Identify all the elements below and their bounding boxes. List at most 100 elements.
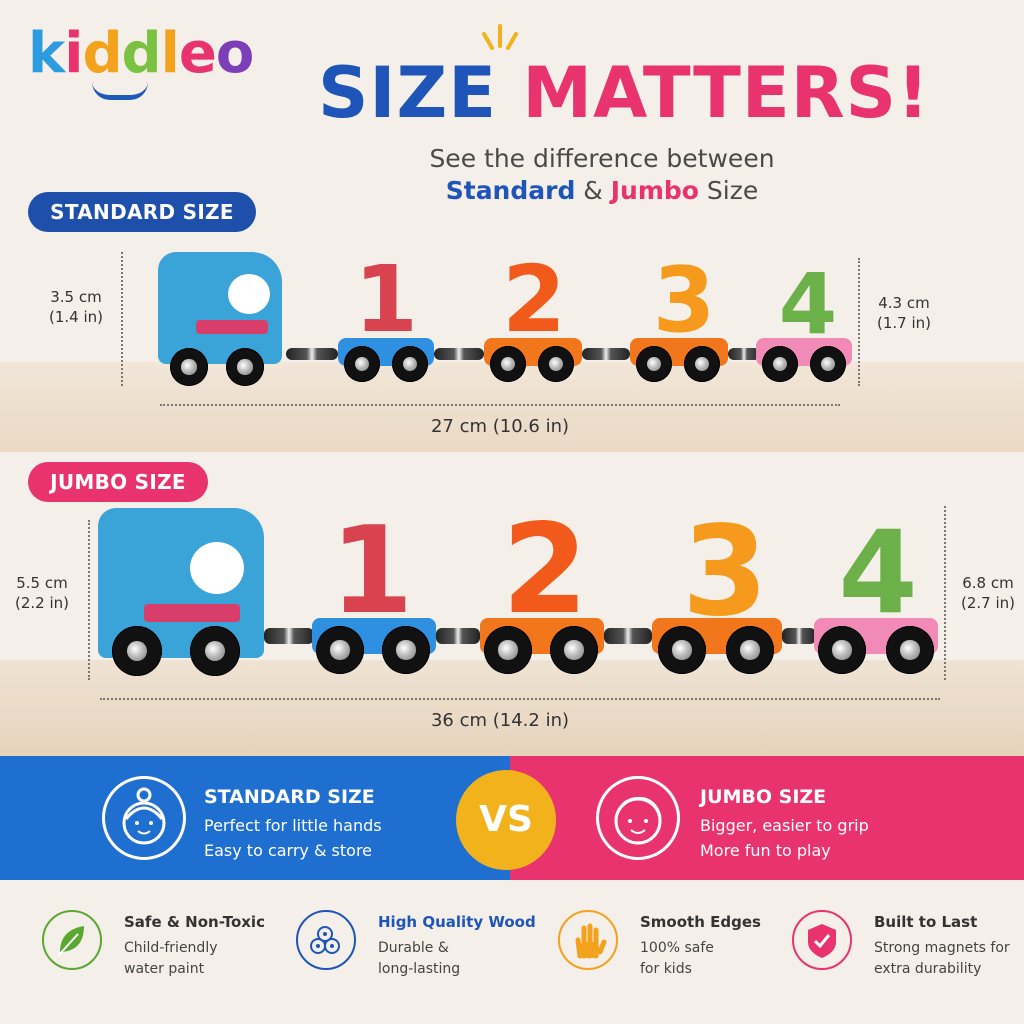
wood-logs-icon: [296, 910, 356, 970]
jumbo-right-height-in: (2.7 in): [960, 593, 1015, 612]
standard-panel-line1: Perfect for little hands: [204, 816, 382, 835]
standard-left-height: 3.5 cm (1.4 in): [44, 288, 108, 327]
wheel-icon: [636, 346, 672, 382]
logo-letter: i: [64, 21, 83, 86]
jumbo-length-line: [100, 698, 940, 700]
child-face-icon: [102, 776, 186, 860]
standard-panel-title: STANDARD SIZE: [204, 786, 375, 808]
standard-left-dim-line: [121, 252, 123, 386]
wheel-icon: [886, 626, 934, 674]
shield-check-icon: [792, 910, 852, 970]
magnet-connector: [286, 348, 338, 360]
standard-size-badge: STANDARD SIZE: [28, 192, 256, 232]
wheel-icon: [818, 626, 866, 674]
digit-4: 4: [778, 255, 838, 353]
feature-line: extra durability: [874, 961, 982, 977]
magnet-connector: [782, 628, 816, 644]
hand-icon: [558, 910, 618, 970]
jumbo-left-dim-line: [88, 520, 90, 680]
wheel-icon: [684, 346, 720, 382]
jumbo-right-height: 6.8 cm (2.7 in): [956, 574, 1020, 613]
standard-right-height-cm: 4.3 cm: [878, 294, 930, 312]
standard-comparison-panel: [0, 756, 510, 880]
jumbo-panel-line1: Bigger, easier to grip: [700, 816, 869, 835]
jumbo-size-badge: JUMBO SIZE: [28, 462, 208, 502]
page-title: SIZE MATTERS!: [318, 58, 930, 128]
floor-lower: [0, 660, 1024, 756]
wheel-icon: [392, 346, 428, 382]
digit-1: 1: [330, 502, 414, 641]
wheel-icon: [382, 626, 430, 674]
feature-line: Durable &: [378, 940, 449, 956]
wheel-icon: [658, 626, 706, 674]
logo-smile-icon: [92, 82, 148, 100]
subtitle-standard: Standard: [445, 176, 576, 205]
logo-letter: l: [160, 21, 180, 86]
jumbo-left-height: 5.5 cm (2.2 in): [10, 574, 74, 613]
jumbo-panel-line2: More fun to play: [700, 841, 831, 860]
standard-panel-line2: Easy to carry & store: [204, 841, 373, 860]
standard-right-dim-line: [858, 258, 860, 386]
wheel-icon: [490, 346, 526, 382]
sparkle-icon: [482, 24, 518, 50]
digit-2: 2: [501, 246, 566, 353]
feature-line: Child-friendly: [124, 940, 218, 956]
feature-line: Strong magnets for: [874, 940, 1010, 956]
standard-right-height: 4.3 cm (1.7 in): [872, 294, 936, 333]
digit-3: 3: [652, 248, 716, 353]
standard-train: 1 2 3 4: [154, 252, 854, 388]
subtitle-line2: Standard & Jumbo Size: [0, 176, 1024, 205]
digit-2: 2: [501, 498, 589, 642]
digit-1: 1: [353, 246, 418, 353]
digit-3: 3: [681, 500, 769, 644]
title-part-matters: MATTERS!: [522, 52, 930, 134]
wheel-icon: [810, 346, 846, 382]
magnet-connector: [436, 628, 480, 644]
wheel-icon: [484, 626, 532, 674]
logo-letter: k: [28, 21, 65, 86]
feature-title: Built to Last: [874, 913, 978, 931]
wheel-icon: [112, 626, 162, 676]
logo-letter: d: [82, 21, 122, 86]
standard-length-label: 27 cm (10.6 in): [430, 416, 570, 437]
jumbo-left-height-cm: 5.5 cm: [16, 574, 68, 592]
jumbo-comparison-panel: [510, 756, 1024, 880]
standard-left-height-in: (1.4 in): [48, 307, 103, 326]
wheel-icon: [226, 348, 264, 386]
wheel-icon: [726, 626, 774, 674]
logo-letter: o: [215, 21, 254, 86]
subtitle-amp: &: [575, 176, 611, 205]
logo-letter: d: [121, 21, 162, 86]
brand-logo: kiddleo: [28, 21, 254, 86]
subtitle-line1: See the difference between: [429, 144, 775, 173]
wheel-icon: [538, 346, 574, 382]
bear-face-icon: [190, 542, 244, 594]
feature-line: long-lasting: [378, 961, 461, 977]
feature-line: 100% safe: [640, 940, 714, 956]
jumbo-right-height-cm: 6.8 cm: [962, 574, 1014, 592]
feature-line: water paint: [124, 961, 205, 977]
wheel-icon: [344, 346, 380, 382]
magnet-connector: [604, 628, 652, 644]
vs-badge: VS: [456, 770, 556, 870]
standard-length-line: [160, 404, 840, 406]
feature-title: High Quality Wood: [378, 913, 536, 931]
jumbo-right-dim-line: [944, 506, 946, 680]
bear-face-icon: [228, 274, 270, 314]
wheel-icon: [316, 626, 364, 674]
standard-left-height-cm: 3.5 cm: [50, 288, 102, 306]
jumbo-panel-title: JUMBO SIZE: [700, 786, 827, 808]
magnet-connector: [582, 348, 630, 360]
locomotive-stripe: [144, 604, 240, 622]
magnet-connector: [728, 348, 760, 360]
subtitle-size: Size: [698, 176, 759, 205]
leaf-icon: [42, 910, 102, 970]
feature-line: for kids: [640, 961, 692, 977]
wheel-icon: [190, 626, 240, 676]
jumbo-left-height-in: (2.2 in): [14, 593, 69, 612]
subtitle-jumbo: Jumbo: [610, 176, 699, 205]
wheel-icon: [550, 626, 598, 674]
standard-right-height-in: (1.7 in): [876, 313, 931, 332]
jumbo-length-label: 36 cm (14.2 in): [430, 710, 570, 731]
